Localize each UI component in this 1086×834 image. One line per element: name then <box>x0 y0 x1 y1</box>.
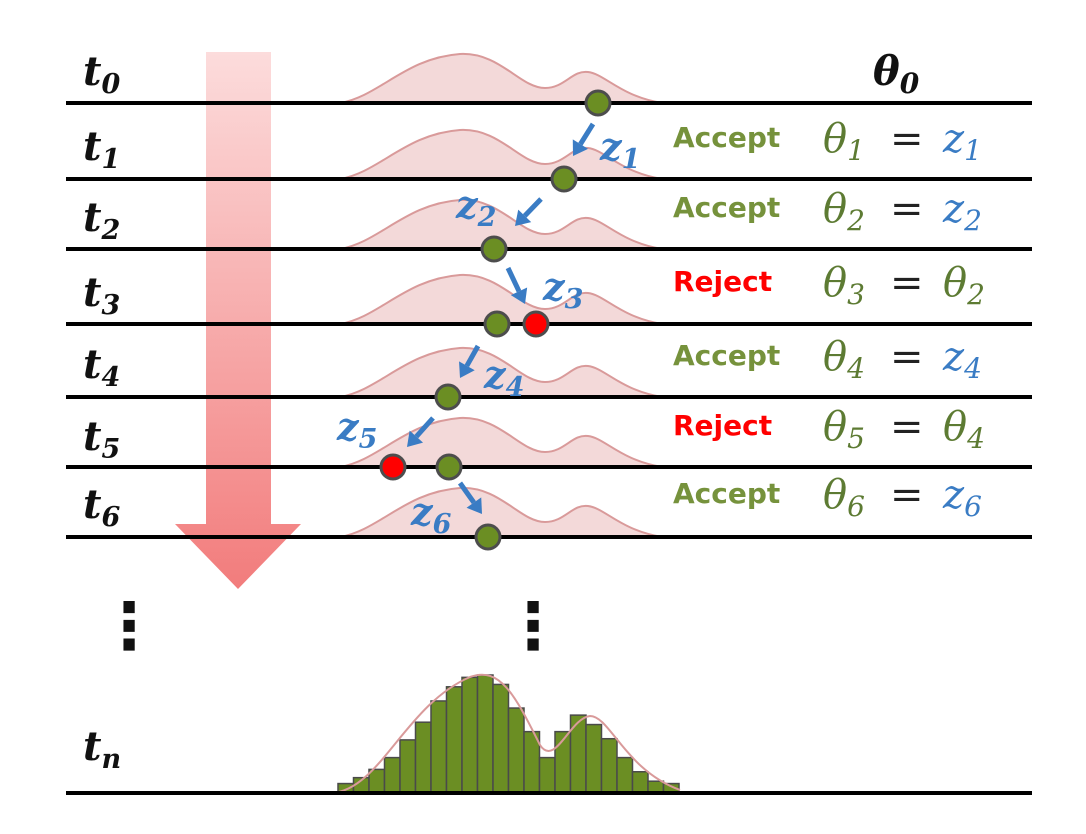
histogram-bar <box>476 674 494 794</box>
density-curve <box>339 198 663 250</box>
rejected-dot <box>522 310 550 338</box>
equation-lhs: θ3 <box>823 260 865 311</box>
equation-equals: = <box>890 334 924 380</box>
histogram-bar <box>445 686 463 794</box>
time-label-6: t6 <box>83 481 120 533</box>
histogram-bar <box>538 756 556 794</box>
histogram-bar <box>399 739 417 794</box>
proposal-arrow <box>522 197 543 218</box>
equation-lhs: θ6 <box>823 472 865 523</box>
rejected-dot <box>379 453 407 481</box>
equation-equals: = <box>890 116 924 162</box>
proposal-arrowhead <box>572 139 589 156</box>
proposal-label: z6 <box>410 489 452 540</box>
time-label-5: t5 <box>83 413 120 465</box>
decision-label: Accept <box>673 191 780 224</box>
time-label-1: t1 <box>83 123 120 175</box>
proposal-arrow <box>464 344 481 368</box>
histogram-bar <box>461 676 479 794</box>
equation-lhs: θ1 <box>823 116 865 167</box>
proposal-arrowhead <box>407 430 424 447</box>
histogram-bar <box>600 737 618 794</box>
equation-rhs: θ4 <box>943 404 985 455</box>
equation-equals: = <box>890 260 924 306</box>
state-dot <box>480 235 508 263</box>
decision-label: Accept <box>673 339 780 372</box>
equation-rhs: z4 <box>942 334 982 385</box>
histogram-bar <box>631 771 649 794</box>
equation-lhs: θ4 <box>823 334 865 385</box>
histogram-bar <box>616 756 634 794</box>
histogram-bar <box>492 683 510 794</box>
decision-label: Reject <box>673 409 772 442</box>
state-dot <box>435 453 463 481</box>
state-dot <box>584 89 612 117</box>
time-label-n: tn <box>83 723 121 775</box>
theta-0-label: θ0 <box>873 48 920 100</box>
proposal-arrow <box>414 416 435 439</box>
state-dot <box>434 383 462 411</box>
proposal-arrowhead <box>510 287 528 304</box>
equation-lhs: θ2 <box>823 186 865 237</box>
histogram-bar <box>414 721 432 794</box>
density-curve <box>339 273 663 325</box>
proposal-label: z2 <box>455 182 496 233</box>
proposal-arrow <box>505 266 522 293</box>
histogram-bar <box>507 707 525 794</box>
proposal-label: z4 <box>483 352 524 403</box>
histogram-bar <box>585 723 603 794</box>
state-dot <box>474 523 502 551</box>
state-dot <box>483 310 511 338</box>
equation-equals: = <box>890 472 924 518</box>
histogram-bar <box>383 756 401 794</box>
proposal-arrow <box>578 122 596 146</box>
proposal-label: z3 <box>542 264 583 315</box>
proposal-arrowhead <box>515 209 532 226</box>
histogram-bar <box>368 768 386 794</box>
density-curve <box>339 52 663 104</box>
equation-equals: = <box>890 186 924 232</box>
proposal-label: z5 <box>336 404 377 455</box>
ellipsis-center: ⋮ <box>501 590 565 664</box>
time-label-2: t2 <box>83 194 120 246</box>
time-label-3: t3 <box>83 269 120 321</box>
density-curve <box>339 128 663 180</box>
state-dot <box>550 165 578 193</box>
equation-rhs: θ2 <box>943 260 985 311</box>
time-label-4: t4 <box>83 341 120 393</box>
time-arrow <box>175 52 301 589</box>
proposal-arrowhead <box>459 361 475 378</box>
ellipsis-left: ⋮ <box>97 590 161 664</box>
equation-lhs: θ5 <box>823 404 865 455</box>
proposal-arrowhead <box>466 497 482 514</box>
equation-rhs: z2 <box>942 186 982 237</box>
final-density-curve <box>331 673 681 794</box>
histogram-bar <box>430 700 448 794</box>
equation-rhs: z1 <box>942 116 982 167</box>
equation-equals: = <box>890 404 924 450</box>
decision-label: Accept <box>673 477 780 510</box>
proposal-arrow <box>457 481 476 505</box>
equation-rhs: z6 <box>942 472 982 523</box>
density-curve <box>339 486 663 538</box>
decision-label: Reject <box>673 265 772 298</box>
density-curve <box>339 346 663 398</box>
decision-label: Accept <box>673 121 780 154</box>
time-label-0: t0 <box>83 48 120 100</box>
proposal-label: z1 <box>599 124 640 175</box>
